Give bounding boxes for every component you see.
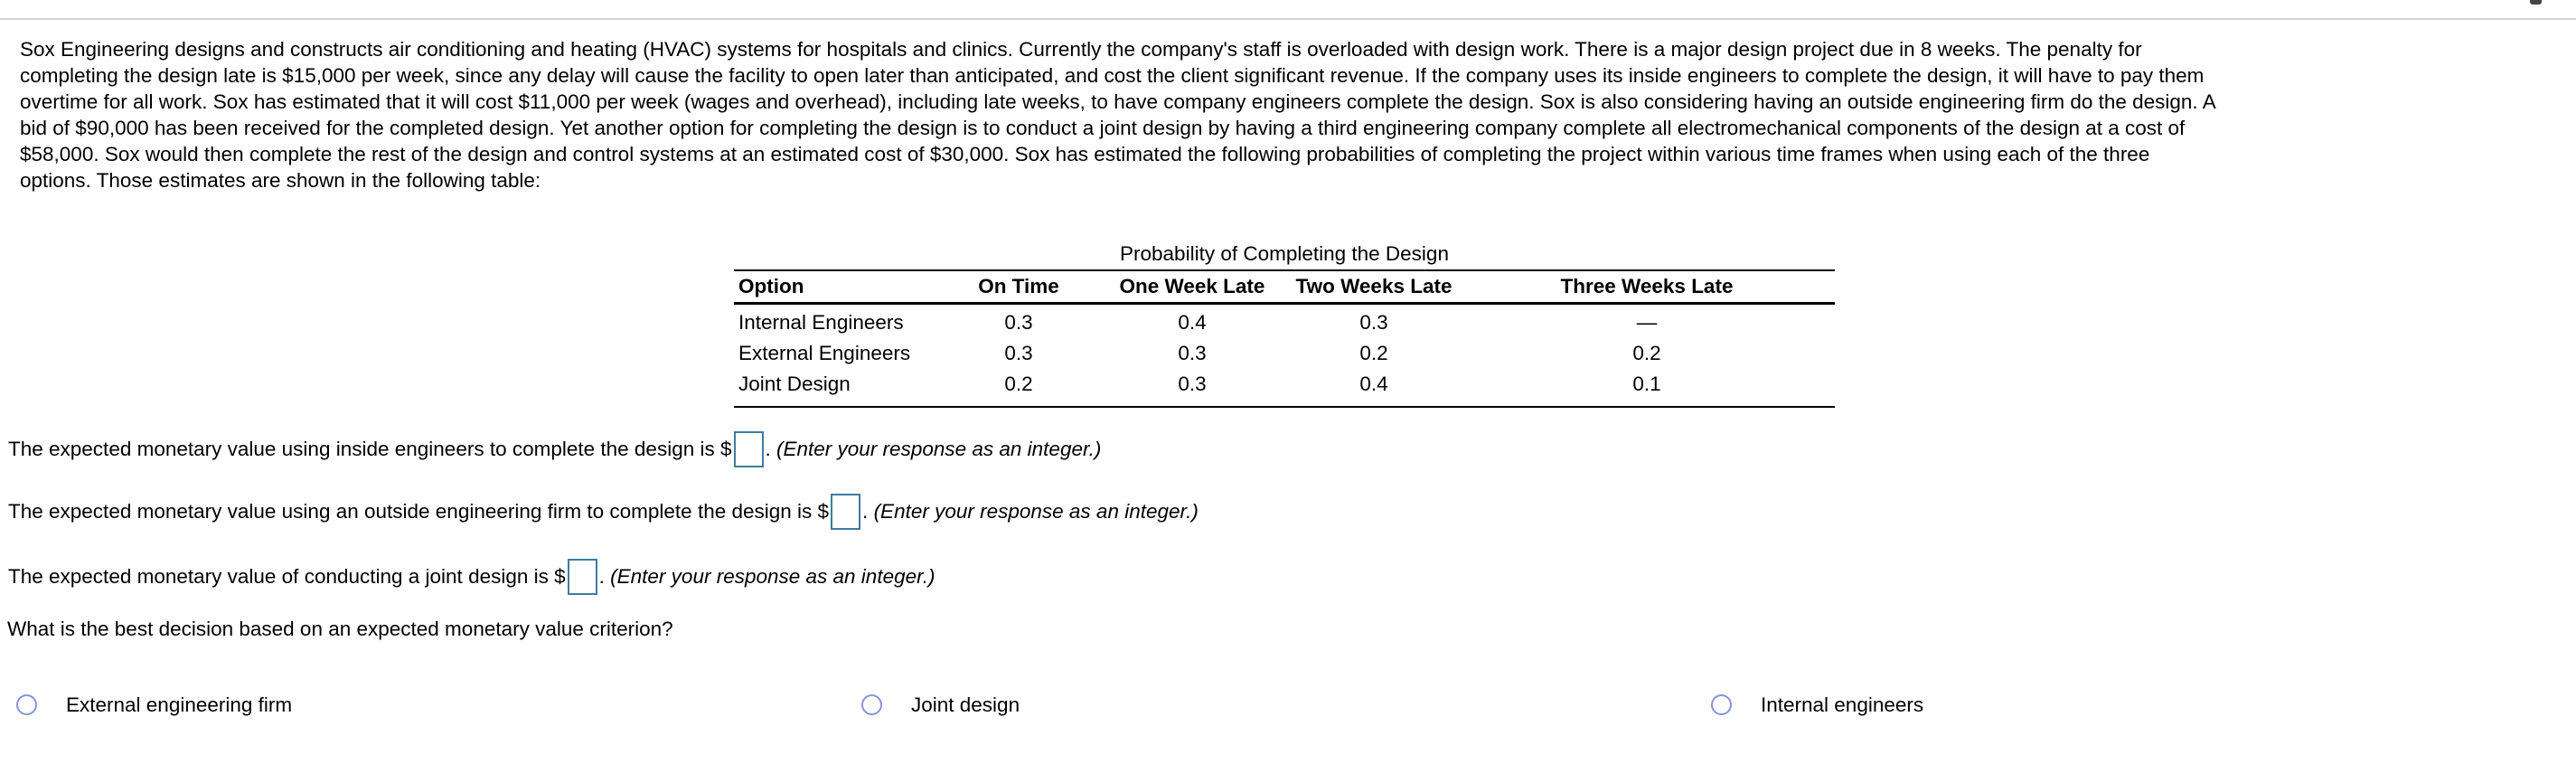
- radio-button-icon[interactable]: [861, 694, 882, 715]
- probability-cell: 0.3: [1178, 342, 1207, 364]
- probability-cell: 0.3: [1178, 373, 1207, 395]
- table-header-row: Option On Time One Week Late Two Weeks L…: [734, 269, 1835, 305]
- question-suffix: .: [862, 500, 874, 523]
- probability-cell: 0.2: [1359, 342, 1388, 364]
- table-row: External Engineers 0.3 0.3 0.2 0.2: [734, 338, 1835, 369]
- mc-question-prompt: What is the best decision based on an ex…: [7, 618, 673, 640]
- probability-cell: 0.3: [1359, 311, 1388, 334]
- probability-cell: 0.3: [1004, 311, 1033, 334]
- probability-cell: 0.1: [1632, 373, 1661, 395]
- problem-line: Sox Engineering designs and constructs a…: [20, 38, 2142, 61]
- col-header-two-weeks-late: Two Weeks Late: [1289, 269, 1459, 305]
- row-option-label: External Engineers: [738, 342, 911, 364]
- probability-cell: 0.2: [1004, 373, 1033, 395]
- problem-line: overtime for all work. Sox has estimated…: [20, 90, 2216, 113]
- question-text: The expected monetary value using an out…: [8, 500, 830, 523]
- emv-inside-engineers-input[interactable]: [733, 431, 764, 467]
- question-line-joint-design: The expected monetary value of conductin…: [8, 559, 935, 595]
- radio-option-label: External engineering firm: [66, 693, 293, 716]
- probability-table: Option On Time One Week Late Two Weeks L…: [734, 269, 1835, 408]
- question-suffix: .: [598, 565, 611, 588]
- response-hint: (Enter your response as an integer.): [776, 438, 1102, 460]
- table-row: Joint Design 0.2 0.3 0.4 0.1: [734, 369, 1835, 407]
- top-divider: [0, 18, 2576, 20]
- probability-cell: —: [1636, 311, 1658, 334]
- problem-statement: Sox Engineering designs and constructs a…: [20, 36, 2216, 193]
- radio-option-label: Joint design: [911, 693, 1020, 716]
- radio-option-internal-engineers[interactable]: Internal engineers: [1711, 693, 1923, 717]
- question-text: The expected monetary value using inside…: [8, 438, 732, 460]
- problem-line: $58,000. Sox would then complete the res…: [20, 143, 2150, 165]
- row-option-label: Joint Design: [738, 373, 851, 395]
- problem-line: completing the design late is $15,000 pe…: [20, 64, 2205, 87]
- radio-button-icon[interactable]: [16, 694, 37, 715]
- radio-option-external-firm[interactable]: External engineering firm: [16, 693, 292, 717]
- radio-option-joint-design[interactable]: Joint design: [861, 693, 1020, 717]
- radio-button-icon[interactable]: [1711, 694, 1732, 715]
- emv-joint-design-input[interactable]: [567, 559, 597, 595]
- probability-cell: 0.3: [1004, 342, 1033, 364]
- emv-outside-firm-input[interactable]: [831, 494, 861, 530]
- question-text: The expected monetary value of conductin…: [8, 565, 566, 588]
- response-hint: (Enter your response as an integer.): [610, 565, 935, 588]
- probability-cell: 0.2: [1632, 342, 1661, 364]
- table-row: Internal Engineers 0.3 0.4 0.3 —: [734, 304, 1835, 339]
- probability-cell: 0.4: [1178, 311, 1207, 334]
- question-line-outside-firm: The expected monetary value using an out…: [8, 494, 1199, 530]
- radio-option-label: Internal engineers: [1761, 693, 1924, 716]
- col-header-one-week-late: One Week Late: [1095, 269, 1289, 305]
- response-hint: (Enter your response as an integer.): [873, 500, 1199, 523]
- question-line-inside-engineers: The expected monetary value using inside…: [8, 431, 1101, 467]
- col-header-on-time: On Time: [942, 269, 1095, 305]
- problem-line: options. Those estimates are shown in th…: [20, 169, 541, 192]
- scroll-nub: [2530, 0, 2542, 5]
- col-header-option: Option: [734, 269, 942, 305]
- problem-line: bid of $90,000 has been received for the…: [20, 117, 2186, 139]
- col-header-three-weeks-late: Three Weeks Late: [1459, 269, 1835, 305]
- probability-table-title: Probability of Completing the Design: [1120, 242, 1449, 265]
- probability-cell: 0.4: [1359, 373, 1388, 395]
- row-option-label: Internal Engineers: [738, 311, 904, 334]
- question-suffix: .: [765, 438, 777, 460]
